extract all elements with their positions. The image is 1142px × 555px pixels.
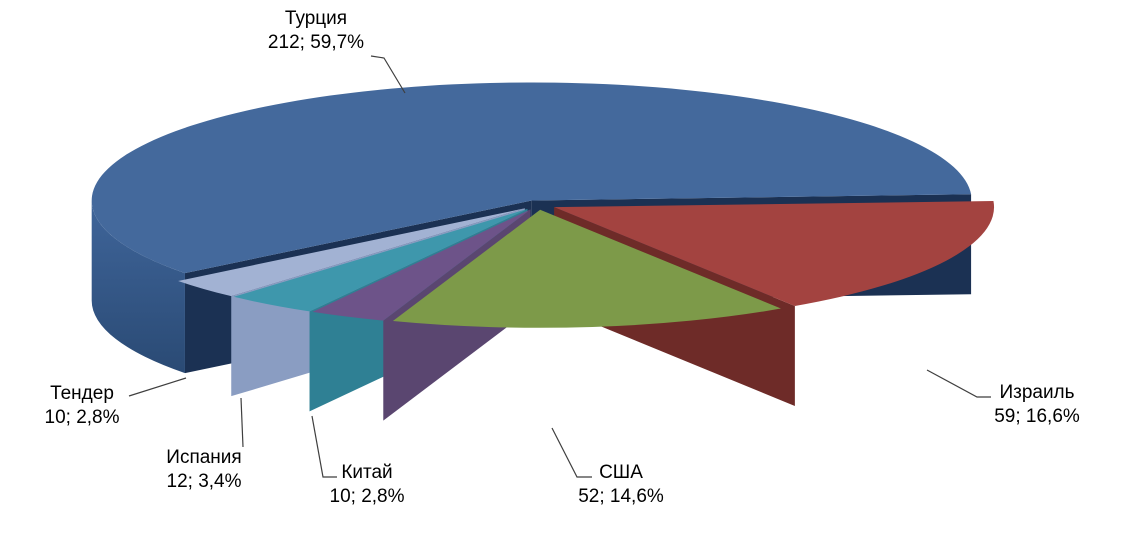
- leader-line-spain: [240, 397, 244, 448]
- leader-line-china: [311, 415, 337, 478]
- leader-lines: [128, 55, 991, 478]
- pie-slice-top-turkey[interactable]: [91, 82, 972, 274]
- pie-slice-top-china[interactable]: [312, 209, 531, 321]
- leader-line-turkey: [370, 55, 406, 94]
- pie-slice-top-israel[interactable]: [554, 200, 995, 306]
- pie-slice-top-spain[interactable]: [233, 208, 528, 312]
- leader-line-usa: [551, 427, 592, 478]
- leader-line-tender: [128, 377, 187, 397]
- pie-slice-rim-turkey: [91, 200, 185, 374]
- pie-slice-top-usa[interactable]: [392, 209, 781, 328]
- leader-line-israel: [926, 369, 991, 398]
- pie-slice-top-tender[interactable]: [178, 208, 525, 297]
- pie-top-faces: [91, 82, 995, 328]
